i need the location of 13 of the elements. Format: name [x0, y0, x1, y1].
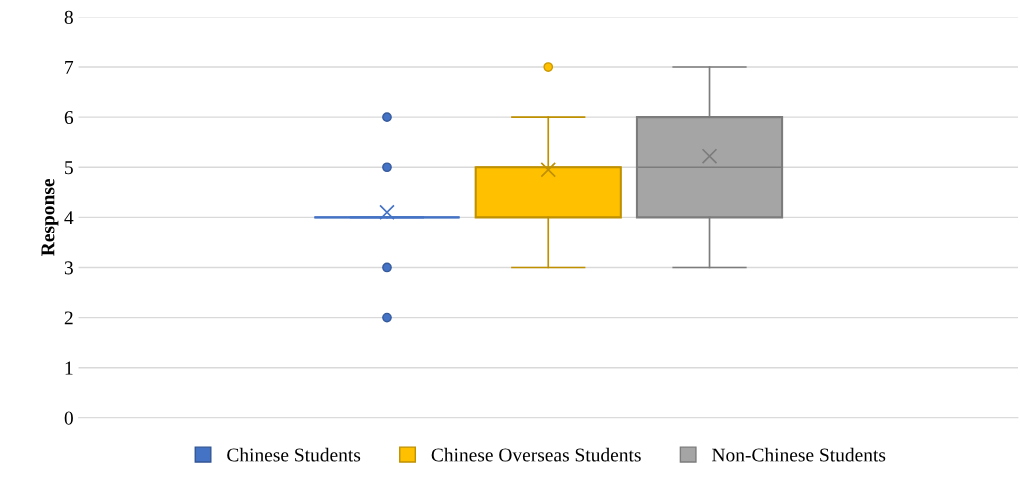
y-axis-title: Response	[41, 178, 59, 256]
y-tick-label: 1	[65, 361, 73, 375]
y-tick-label: 2	[64, 311, 73, 325]
legend-label: Non-Chinese Students	[712, 447, 886, 462]
y-tick-label: 0	[64, 411, 73, 425]
legend-label: Chinese Overseas Students	[431, 447, 641, 462]
y-tick-label: 3	[64, 261, 73, 275]
y-tick-label: 7	[65, 61, 74, 74]
y-tick-label: 5	[65, 161, 73, 175]
legend-label: Chinese Students	[227, 447, 361, 462]
y-tick-label: 8	[64, 10, 73, 24]
y-tick-label: 6	[64, 111, 74, 125]
y-tick-label: 4	[64, 211, 74, 225]
